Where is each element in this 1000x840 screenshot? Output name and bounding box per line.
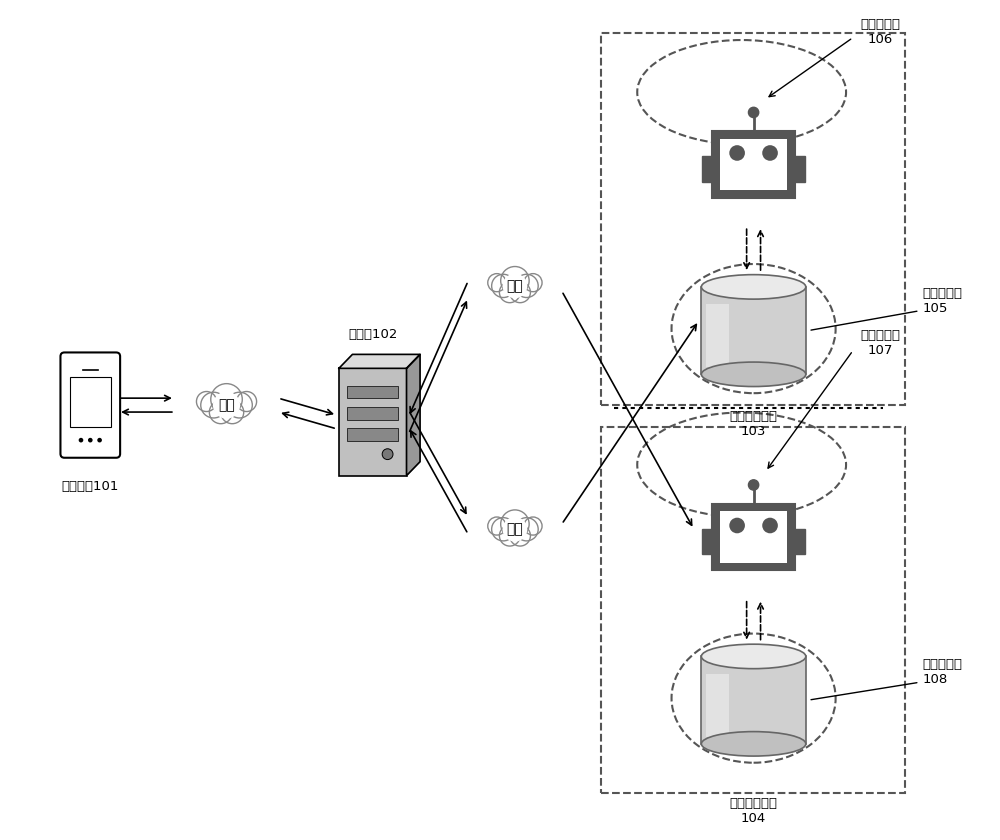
Text: 服务器102: 服务器102 xyxy=(348,328,397,340)
Circle shape xyxy=(201,392,227,418)
Circle shape xyxy=(237,391,257,412)
Bar xyxy=(706,674,729,737)
Circle shape xyxy=(503,517,527,541)
Circle shape xyxy=(97,438,102,443)
Circle shape xyxy=(488,274,506,291)
Circle shape xyxy=(503,275,527,297)
Circle shape xyxy=(748,108,759,118)
Bar xyxy=(339,369,407,475)
Bar xyxy=(712,504,795,570)
Circle shape xyxy=(209,401,232,423)
Circle shape xyxy=(499,525,520,546)
Circle shape xyxy=(499,282,520,302)
Circle shape xyxy=(515,517,538,541)
Ellipse shape xyxy=(701,362,806,386)
Bar xyxy=(347,428,398,441)
Bar xyxy=(70,377,111,428)
Circle shape xyxy=(729,145,745,160)
Bar xyxy=(702,529,712,554)
Circle shape xyxy=(510,525,530,546)
Bar xyxy=(712,131,795,197)
Circle shape xyxy=(501,266,529,295)
Ellipse shape xyxy=(701,644,806,669)
Text: 第一主设备
105: 第一主设备 105 xyxy=(923,286,963,315)
Circle shape xyxy=(79,438,83,443)
Ellipse shape xyxy=(701,275,806,299)
Polygon shape xyxy=(339,354,420,369)
Circle shape xyxy=(524,274,542,291)
Circle shape xyxy=(748,480,759,490)
Text: 网络: 网络 xyxy=(218,398,235,412)
Bar xyxy=(347,386,398,398)
Circle shape xyxy=(488,517,506,535)
Circle shape xyxy=(382,449,393,459)
Circle shape xyxy=(88,438,93,443)
Text: 网络: 网络 xyxy=(507,522,523,536)
Text: 网络: 网络 xyxy=(507,279,523,293)
Text: 第一从设备
106: 第一从设备 106 xyxy=(860,18,900,45)
FancyBboxPatch shape xyxy=(60,353,120,458)
Bar xyxy=(795,529,805,554)
Bar xyxy=(706,304,729,367)
Circle shape xyxy=(762,145,778,160)
Circle shape xyxy=(524,517,542,535)
Circle shape xyxy=(762,517,778,533)
Bar xyxy=(601,427,905,792)
Bar xyxy=(701,656,806,744)
Circle shape xyxy=(221,401,244,423)
Circle shape xyxy=(515,275,538,297)
Text: 电子设备101: 电子设备101 xyxy=(62,480,119,492)
Circle shape xyxy=(227,392,252,418)
Circle shape xyxy=(196,391,217,412)
Bar xyxy=(720,139,787,190)
Circle shape xyxy=(501,510,529,538)
Ellipse shape xyxy=(701,732,806,756)
Bar xyxy=(701,287,806,375)
Bar xyxy=(601,33,905,405)
Text: 第二主设备
108: 第二主设备 108 xyxy=(923,659,963,686)
Bar xyxy=(720,512,787,563)
Circle shape xyxy=(211,384,242,415)
Circle shape xyxy=(492,517,515,541)
Circle shape xyxy=(729,517,745,533)
Circle shape xyxy=(510,282,530,302)
Bar xyxy=(347,407,398,420)
Bar xyxy=(795,156,805,181)
Circle shape xyxy=(214,392,239,418)
Bar xyxy=(702,156,712,181)
Polygon shape xyxy=(407,354,420,475)
Text: 第二从设备
107: 第二从设备 107 xyxy=(860,328,900,357)
Circle shape xyxy=(492,275,515,297)
Text: 第二智能设备
104: 第二智能设备 104 xyxy=(729,797,777,826)
Text: 第一智能设备
103: 第一智能设备 103 xyxy=(729,410,777,438)
